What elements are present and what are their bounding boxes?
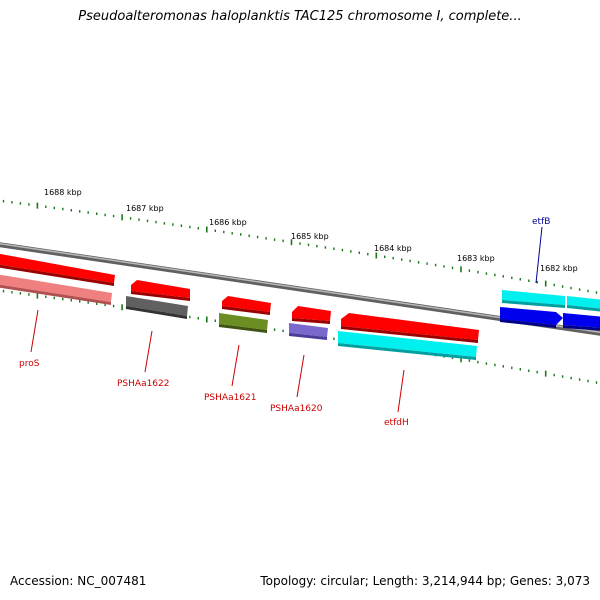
gene-label-etfdh[interactable]: etfdH (384, 418, 409, 428)
gene-feature-pros[interactable] (0, 253, 115, 305)
position-marker: 1687 kbp (126, 204, 164, 213)
gene-label-pshaa1621[interactable]: PSHAa1621 (204, 393, 256, 403)
gene-label-pshaa1620[interactable]: PSHAa1620 (270, 404, 323, 414)
gene-label-etfb[interactable]: etfB (532, 217, 550, 227)
position-marker: 1684 kbp (374, 244, 412, 253)
label-leader-line (296, 354, 305, 398)
gene-feature-offscreen-right[interactable] (563, 296, 600, 331)
position-marker: 1688 kbp (44, 188, 82, 197)
gene-label-pshaa1622[interactable]: PSHAa1622 (117, 379, 169, 389)
position-marker: 1685 kbp (291, 232, 329, 241)
gene-feature-pshaa1620[interactable] (289, 306, 331, 340)
position-marker: 1683 kbp (457, 254, 495, 263)
position-marker: 1682 kbp (540, 264, 578, 273)
gene-feature-pshaa1621[interactable] (219, 296, 271, 333)
map-title: Pseudoalteromonas haloplanktis TAC125 ch… (78, 9, 522, 24)
accession-text: Accession: NC_007481 (10, 574, 147, 588)
label-leader-line (397, 369, 405, 413)
gene-feature-pshaa1622[interactable] (126, 280, 190, 319)
label-leader-line (30, 309, 39, 353)
tick-marks-top (2, 199, 598, 294)
gene-feature-etfdh[interactable] (338, 313, 479, 360)
gene-feature-etfb[interactable] (500, 290, 565, 328)
label-leader-line (231, 344, 240, 387)
genome-summary-text: Topology: circular; Length: 3,214,944 bp… (260, 574, 590, 588)
label-leader-line (535, 226, 543, 284)
gene-label-pros[interactable]: proS (19, 359, 40, 369)
label-leader-line (144, 330, 153, 373)
position-marker: 1686 kbp (209, 218, 247, 227)
